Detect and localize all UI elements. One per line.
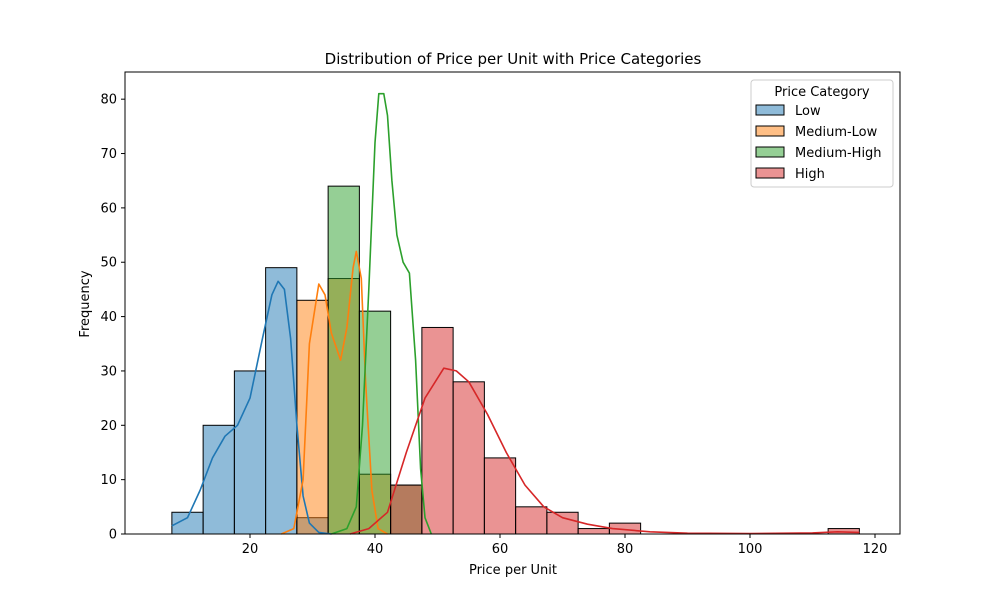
legend-title: Price Category bbox=[774, 85, 870, 100]
y-tick-label: 10 bbox=[100, 473, 117, 488]
y-tick-label: 60 bbox=[100, 201, 117, 216]
x-axis-label: Price per Unit bbox=[469, 563, 557, 578]
kde-line-high bbox=[349, 367, 860, 535]
bar-medium-high-5 bbox=[327, 185, 360, 535]
bar-high-10 bbox=[483, 457, 517, 535]
y-tick-label: 20 bbox=[100, 419, 117, 434]
x-tick-label: 120 bbox=[863, 542, 888, 557]
x-tick-label: 40 bbox=[367, 542, 384, 557]
legend: Price Category Low Medium-Low Medium-High Hi… bbox=[750, 79, 894, 188]
legend-swatch-high bbox=[755, 167, 785, 179]
legend-swatch-medium-low bbox=[755, 125, 785, 137]
y-tick-label: 80 bbox=[100, 93, 117, 108]
legend-label-low: Low bbox=[795, 104, 821, 119]
bar-high-7 bbox=[390, 484, 423, 535]
y-tick-label: 40 bbox=[100, 310, 117, 325]
bar-high-8 bbox=[421, 326, 454, 535]
legend-swatch-low bbox=[755, 104, 785, 116]
axes-layer: 20 40 60 80 100 120 0 10 20 30 40 50 60 70 80 bbox=[100, 71, 901, 557]
kde-line-low bbox=[171, 280, 332, 535]
kde-line-medium-low bbox=[280, 250, 388, 535]
bar-high-13 bbox=[577, 528, 610, 535]
legend-swatch-medium-high bbox=[755, 146, 785, 158]
x-tick-label: 20 bbox=[242, 542, 259, 557]
bar-medium-low-4 bbox=[296, 299, 329, 535]
chart-title: Distribution of Price per Unit with Pric… bbox=[325, 50, 702, 68]
x-tick-label: 100 bbox=[738, 542, 763, 557]
y-tick-label: 50 bbox=[100, 256, 117, 271]
legend-label-medium-high: Medium-High bbox=[795, 146, 882, 161]
bar-medium-high-6 bbox=[358, 310, 392, 535]
bar-high-12 bbox=[546, 511, 579, 535]
kde-line-medium-high bbox=[331, 92, 433, 535]
kde-layer bbox=[171, 92, 860, 535]
y-tick-label: 70 bbox=[100, 147, 117, 162]
bar-low-3 bbox=[265, 267, 298, 535]
legend-label-high: High bbox=[795, 167, 825, 182]
x-tick-label: 80 bbox=[617, 542, 634, 557]
y-tick-label: 0 bbox=[109, 528, 117, 543]
y-axis-label: Frequency bbox=[78, 270, 93, 337]
bar-low-1 bbox=[202, 424, 235, 535]
x-tick-label: 60 bbox=[492, 542, 509, 557]
y-tick-label: 30 bbox=[100, 364, 117, 379]
plot-frame bbox=[124, 71, 901, 535]
bar-high-11 bbox=[515, 506, 548, 535]
bars-layer bbox=[171, 185, 860, 535]
legend-label-medium-low: Medium-Low bbox=[795, 125, 878, 140]
legend-box bbox=[750, 79, 894, 188]
bar-high-9 bbox=[452, 381, 485, 535]
